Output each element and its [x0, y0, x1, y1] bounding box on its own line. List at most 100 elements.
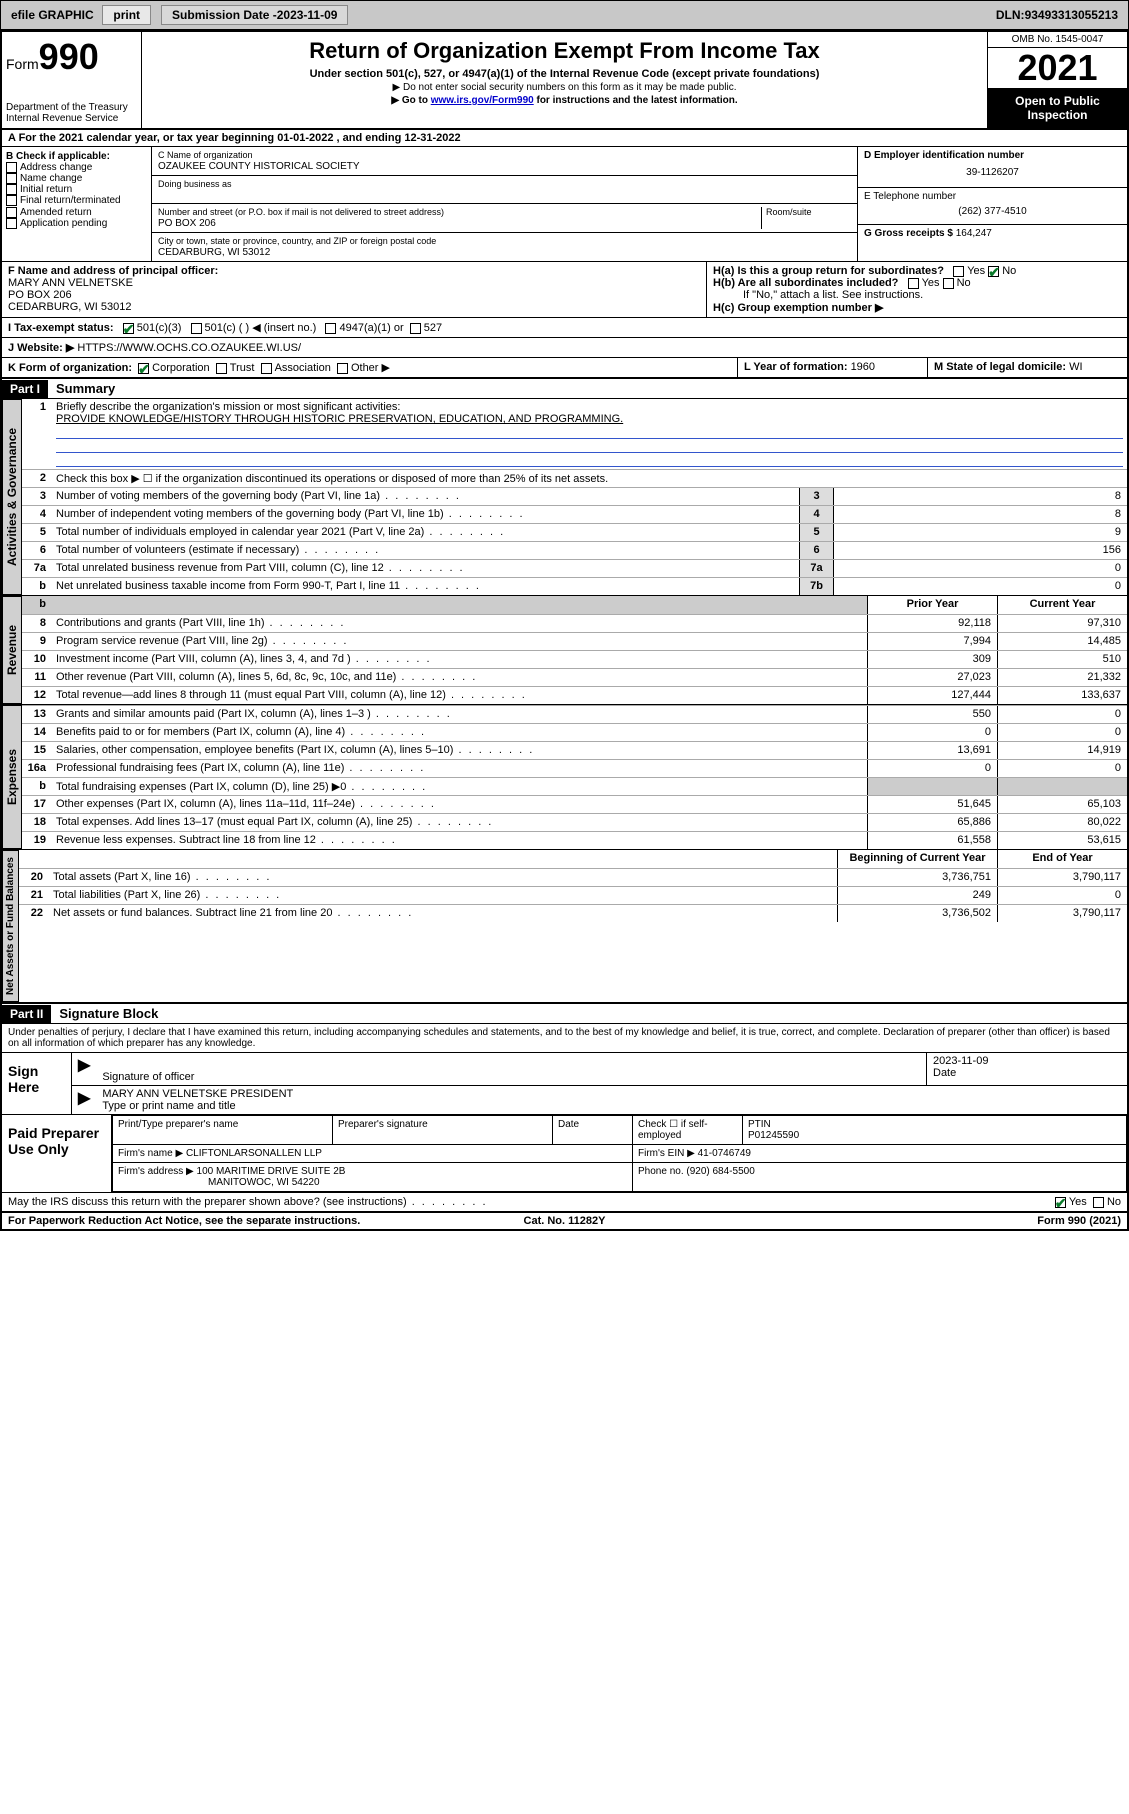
officer-name: MARY ANN VELNETSKE [8, 277, 133, 289]
firm-name: CLIFTONLARSONALLEN LLP [186, 1148, 322, 1159]
discuss-row: May the IRS discuss this return with the… [2, 1193, 1127, 1212]
hb-note: If "No," attach a list. See instructions… [713, 289, 1121, 301]
omb-number: OMB No. 1545-0047 [988, 32, 1127, 48]
org-name: OZAUKEE COUNTY HISTORICAL SOCIETY [158, 161, 360, 172]
self-employed: Check ☐ if self-employed [638, 1119, 708, 1141]
note-ssn: ▶ Do not enter social security numbers o… [148, 82, 981, 93]
city-label: City or town, state or province, country… [158, 236, 436, 246]
mission-label: Briefly describe the organization's miss… [56, 401, 400, 413]
firm-addr2: MANITOWOC, WI 54220 [118, 1177, 320, 1188]
checkbox-trust[interactable] [216, 363, 227, 374]
form-title: Return of Organization Exempt From Incom… [148, 38, 981, 64]
col-b-label: B Check if applicable: [6, 151, 147, 162]
checkbox-address-change[interactable] [6, 162, 17, 173]
footer-mid: Cat. No. 11282Y [379, 1215, 750, 1227]
checkbox-discuss-yes[interactable] [1055, 1197, 1066, 1208]
phone-label: Phone no. [638, 1166, 686, 1177]
website-label: J Website: ▶ [8, 342, 74, 354]
col-d: D Employer identification number39-11262… [857, 147, 1127, 261]
ptin: P01245590 [748, 1130, 799, 1141]
open-inspection: Open to Public Inspection [988, 88, 1127, 128]
print-button[interactable]: print [102, 5, 151, 25]
checkbox-amended[interactable] [6, 207, 17, 218]
checkbox-name-change[interactable] [6, 173, 17, 184]
type-name-label: Type or print name and title [102, 1100, 235, 1112]
header-right: OMB No. 1545-0047 2021 Open to Public In… [987, 32, 1127, 128]
sign-here-block: Sign Here ▶ Signature of officer 2023-11… [2, 1053, 1127, 1115]
checkbox-discuss-no[interactable] [1093, 1197, 1104, 1208]
checkbox-hb-yes[interactable] [908, 278, 919, 289]
year-formation-label: L Year of formation: [744, 361, 851, 373]
dln: DLN: 93493313055213 [990, 6, 1124, 24]
row-h: H(a) Is this a group return for subordin… [707, 262, 1127, 317]
checkbox-4947[interactable] [325, 323, 336, 334]
discuss-label: May the IRS discuss this return with the… [8, 1196, 407, 1208]
line-17: 17 Other expenses (Part IX, column (A), … [22, 795, 1127, 813]
prep-name-label: Print/Type preparer's name [118, 1119, 238, 1130]
firm-addr-label: Firm's address ▶ [118, 1166, 197, 1177]
efile-label: efile GRAPHIC print [5, 3, 159, 27]
declaration: Under penalties of perjury, I declare th… [2, 1024, 1127, 1053]
prep-sig-label: Preparer's signature [338, 1119, 428, 1130]
col-beginning: Beginning of Current Year [837, 850, 997, 868]
vtab-governance: Activities & Governance [2, 399, 22, 595]
col-current: Current Year [997, 596, 1127, 614]
firm-ein: 41-0746749 [698, 1148, 751, 1159]
net-colhdr: Beginning of Current YearEnd of Year [19, 850, 1127, 868]
checkbox-final-return[interactable] [6, 195, 17, 206]
form-subtitle: Under section 501(c), 527, or 4947(a)(1)… [148, 68, 981, 80]
header-left: Form990 Department of the TreasuryIntern… [2, 32, 142, 128]
col-c: C Name of organizationOZAUKEE COUNTY HIS… [152, 147, 857, 261]
ha-label: H(a) Is this a group return for subordin… [713, 265, 944, 277]
irs-link[interactable]: www.irs.gov/Form990 [431, 95, 534, 106]
part2-header: Part II [2, 1005, 51, 1023]
line-b: b Net unrelated business taxable income … [22, 577, 1127, 595]
row-klm: K Form of organization: Corporation Trus… [2, 358, 1127, 378]
checkbox-assoc[interactable] [261, 363, 272, 374]
col-end: End of Year [997, 850, 1127, 868]
part1-header: Part I [2, 380, 48, 398]
checkbox-corp[interactable] [138, 363, 149, 374]
checkbox-527[interactable] [410, 323, 421, 334]
checkbox-hb-no[interactable] [943, 278, 954, 289]
tel: (262) 377-4510 [864, 202, 1121, 221]
firm-ein-label: Firm's EIN ▶ [638, 1148, 698, 1159]
rev-colhdr: bPrior YearCurrent Year [22, 596, 1127, 614]
line-5: 5 Total number of individuals employed i… [22, 523, 1127, 541]
block-fh: F Name and address of principal officer:… [2, 262, 1127, 318]
line-13: 13 Grants and similar amounts paid (Part… [22, 705, 1127, 723]
vtab-expenses: Expenses [2, 705, 22, 849]
tel-label: E Telephone number [864, 191, 956, 202]
line-20: 20 Total assets (Part X, line 16) 3,736,… [19, 868, 1127, 886]
officer-label: F Name and address of principal officer: [8, 265, 218, 277]
org-name-label: C Name of organization [158, 150, 253, 160]
officer-printed: MARY ANN VELNETSKE PRESIDENT [102, 1088, 293, 1100]
checkbox-ha-no[interactable] [988, 266, 999, 277]
line2: Check this box ▶ ☐ if the organization d… [52, 470, 1127, 487]
governance-block: Activities & Governance 1Briefly describ… [2, 399, 1127, 596]
checkbox-application-pending[interactable] [6, 218, 17, 229]
sign-here-label: Sign Here [2, 1053, 72, 1114]
line-16a: 16a Professional fundraising fees (Part … [22, 759, 1127, 777]
part1-title: Summary [48, 379, 123, 398]
line-21: 21 Total liabilities (Part X, line 26) 2… [19, 886, 1127, 904]
firm-name-label: Firm's name ▶ [118, 1148, 186, 1159]
checkbox-other[interactable] [337, 363, 348, 374]
checkbox-initial-return[interactable] [6, 184, 17, 195]
line-15: 15 Salaries, other compensation, employe… [22, 741, 1127, 759]
line-4: 4 Number of independent voting members o… [22, 505, 1127, 523]
checkbox-501c[interactable] [191, 323, 202, 334]
footer-left: For Paperwork Reduction Act Notice, see … [8, 1215, 379, 1227]
sig-date: 2023-11-09 [933, 1055, 988, 1067]
checkbox-501c3[interactable] [123, 323, 134, 334]
gross-receipts: 164,247 [956, 228, 992, 239]
block-bcd: B Check if applicable: Address change Na… [2, 147, 1127, 262]
state-domicile-label: M State of legal domicile: [934, 361, 1069, 373]
line-22: 22 Net assets or fund balances. Subtract… [19, 904, 1127, 922]
date-label: Date [933, 1067, 956, 1079]
dba-label: Doing business as [158, 179, 232, 189]
submission-date: Submission Date - 2023-11-09 [161, 5, 348, 25]
checkbox-ha-yes[interactable] [953, 266, 964, 277]
preparer-table: Print/Type preparer's name Preparer's si… [112, 1115, 1127, 1192]
row-a-tax-year: A For the 2021 calendar year, or tax yea… [2, 130, 1127, 147]
